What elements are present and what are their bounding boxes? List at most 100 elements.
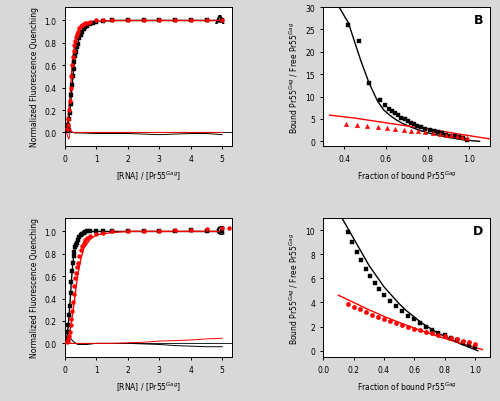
Point xyxy=(202,18,210,24)
Point xyxy=(86,229,94,235)
Point xyxy=(75,26,83,32)
Point xyxy=(86,233,94,239)
Point xyxy=(410,316,418,323)
Point xyxy=(74,29,82,36)
Point xyxy=(440,332,448,339)
Point xyxy=(90,20,98,27)
Point xyxy=(218,18,226,24)
Point xyxy=(383,126,391,132)
Point xyxy=(348,239,356,246)
Point xyxy=(66,111,74,117)
Point xyxy=(344,301,351,307)
Point xyxy=(82,25,90,31)
Point xyxy=(69,74,77,81)
Point xyxy=(98,18,106,24)
Point xyxy=(74,42,82,48)
X-axis label: [RNA] / [Pr55$^{Gag}$]: [RNA] / [Pr55$^{Gag}$] xyxy=(116,169,181,182)
Point xyxy=(78,231,86,237)
Point xyxy=(430,129,438,136)
Point xyxy=(394,113,402,119)
Point xyxy=(463,135,471,142)
Point xyxy=(68,63,76,69)
Point xyxy=(66,99,74,105)
Point xyxy=(68,268,76,274)
Point xyxy=(73,264,81,271)
Point xyxy=(92,229,100,235)
Y-axis label: Normalized Fluorescence Quenching: Normalized Fluorescence Quenching xyxy=(30,218,39,358)
Point xyxy=(70,291,78,298)
Point xyxy=(374,124,382,131)
X-axis label: Fraction of bound Pr55$^{Gag}$: Fraction of bound Pr55$^{Gag}$ xyxy=(357,169,456,182)
Point xyxy=(352,249,360,255)
Point xyxy=(458,340,466,346)
Point xyxy=(187,18,195,24)
Point xyxy=(80,230,88,236)
Point xyxy=(187,18,195,24)
Point xyxy=(73,32,81,38)
Point xyxy=(442,132,450,138)
Point xyxy=(72,49,80,56)
Text: D: D xyxy=(473,224,484,237)
Point xyxy=(70,43,78,49)
Point xyxy=(64,126,72,132)
Point xyxy=(428,130,436,137)
Point xyxy=(418,125,426,132)
Point xyxy=(140,18,147,24)
Point xyxy=(70,253,78,259)
Point xyxy=(391,111,399,117)
Point xyxy=(446,335,454,341)
Point xyxy=(368,312,376,318)
Point xyxy=(65,107,73,114)
Point xyxy=(404,324,412,330)
Point xyxy=(446,133,454,140)
Point xyxy=(400,127,407,134)
Point xyxy=(156,229,164,235)
Point xyxy=(344,23,352,29)
Point xyxy=(446,335,454,341)
Point xyxy=(64,116,72,123)
Point xyxy=(452,336,460,342)
Point xyxy=(80,27,88,34)
Point xyxy=(74,237,82,244)
Point xyxy=(65,312,73,319)
Point xyxy=(83,20,91,27)
Point xyxy=(70,49,78,55)
Point xyxy=(98,230,106,236)
Point xyxy=(78,29,86,36)
Point xyxy=(410,326,418,332)
Point xyxy=(386,298,394,305)
Point xyxy=(465,342,473,348)
Y-axis label: Normalized Fluorescence Quenching: Normalized Fluorescence Quenching xyxy=(30,7,39,147)
Point xyxy=(124,229,132,235)
Point xyxy=(64,329,72,336)
Point xyxy=(68,308,76,314)
Point xyxy=(218,18,226,24)
Point xyxy=(416,327,424,334)
Point xyxy=(392,320,400,327)
Point xyxy=(438,131,446,137)
Text: A: A xyxy=(216,14,225,26)
Point xyxy=(98,229,106,235)
Point xyxy=(428,326,436,333)
Point xyxy=(80,240,88,246)
Point xyxy=(224,225,232,232)
Point xyxy=(72,275,80,282)
Point xyxy=(76,248,84,254)
Point xyxy=(398,322,406,328)
Point xyxy=(92,231,100,237)
Point xyxy=(400,117,408,124)
Point xyxy=(82,229,90,236)
Point xyxy=(64,338,72,344)
Point xyxy=(434,330,442,336)
Point xyxy=(374,314,382,320)
Point xyxy=(140,229,147,235)
Point xyxy=(171,227,179,234)
Point xyxy=(65,332,73,339)
Point xyxy=(422,126,430,133)
Point xyxy=(70,66,78,73)
Point xyxy=(371,280,379,287)
Point xyxy=(452,337,460,344)
Point xyxy=(391,126,399,133)
Point xyxy=(187,227,195,234)
Point xyxy=(64,322,72,329)
